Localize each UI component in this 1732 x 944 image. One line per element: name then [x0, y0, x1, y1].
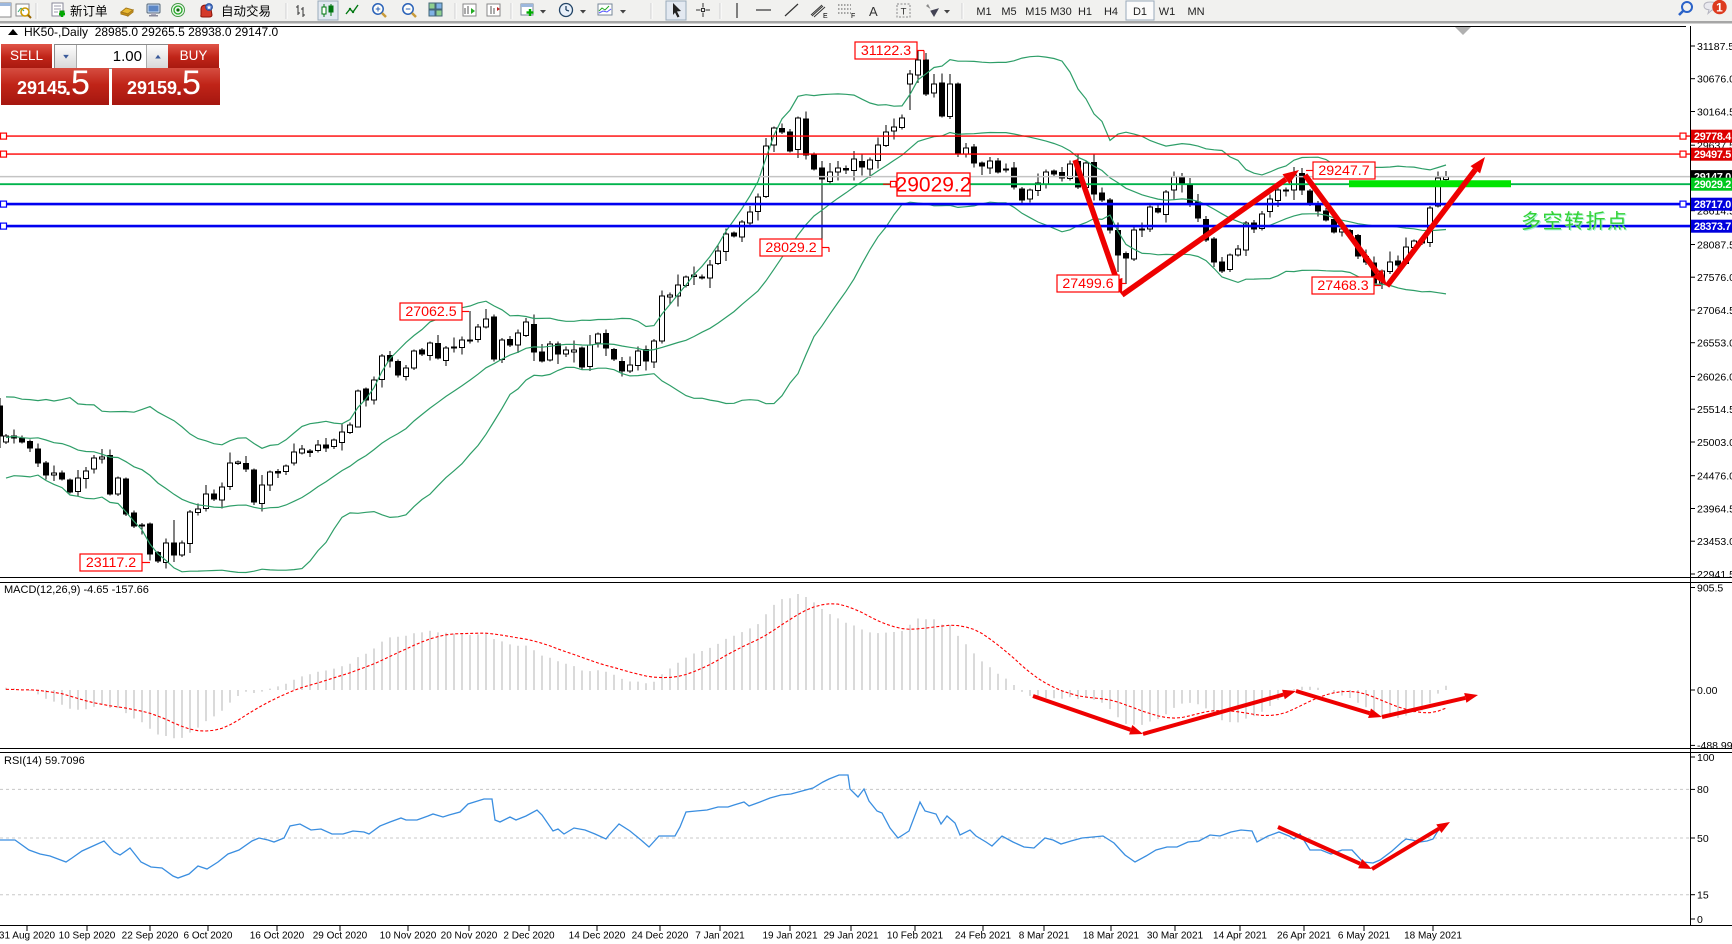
svg-text:29778.4: 29778.4 [1694, 131, 1731, 143]
svg-text:★: ★ [206, 4, 212, 12]
svg-text:MN: MN [1187, 6, 1204, 18]
svg-text:31122.3: 31122.3 [861, 43, 911, 59]
svg-text:多空转折点: 多空转折点 [1522, 211, 1630, 234]
svg-text:22941.5: 22941.5 [1697, 569, 1732, 581]
svg-text:14 Dec 2020: 14 Dec 2020 [569, 931, 626, 942]
svg-text:905.5: 905.5 [1697, 582, 1723, 594]
svg-text:多空转折点: 多空转折点 [1521, 210, 1629, 233]
svg-text:M15: M15 [1025, 6, 1046, 18]
svg-text:19 Jan 2021: 19 Jan 2021 [762, 931, 817, 942]
svg-text:8 Mar 2021: 8 Mar 2021 [1019, 931, 1070, 942]
svg-text:0.00: 0.00 [1697, 685, 1718, 697]
svg-text:100: 100 [1697, 752, 1715, 764]
svg-text:H1: H1 [1078, 6, 1092, 18]
svg-text:6 May 2021: 6 May 2021 [1338, 931, 1391, 942]
svg-text:30 Mar 2021: 30 Mar 2021 [1147, 931, 1204, 942]
svg-text:24 Feb 2021: 24 Feb 2021 [955, 931, 1012, 942]
svg-text:20 Nov 2020: 20 Nov 2020 [441, 931, 498, 942]
svg-text:23964.5: 23964.5 [1697, 503, 1732, 515]
svg-text:28373.7: 28373.7 [1694, 221, 1731, 233]
svg-text:28087.5: 28087.5 [1697, 239, 1732, 251]
svg-text:T: T [901, 7, 907, 18]
svg-text:F: F [851, 13, 855, 20]
svg-text:A: A [869, 4, 878, 19]
svg-text:6 Oct 2020: 6 Oct 2020 [184, 931, 233, 942]
svg-text:自动交易: 自动交易 [221, 4, 271, 19]
svg-text:23453.0: 23453.0 [1697, 536, 1732, 548]
svg-text:29029.2: 29029.2 [896, 174, 972, 197]
svg-text:24476.0: 24476.0 [1697, 471, 1732, 483]
svg-text:15: 15 [1697, 890, 1709, 902]
svg-text:10 Sep 2020: 10 Sep 2020 [59, 931, 116, 942]
svg-text:26026.0: 26026.0 [1697, 371, 1732, 383]
svg-text:新订单: 新订单 [70, 4, 108, 19]
svg-text:31 Aug 2020: 31 Aug 2020 [0, 931, 56, 942]
svg-text:1: 1 [1716, 1, 1723, 15]
svg-text:27468.3: 27468.3 [1317, 278, 1368, 294]
svg-text:2 Dec 2020: 2 Dec 2020 [503, 931, 555, 942]
svg-text:25514.5: 25514.5 [1697, 404, 1732, 416]
svg-text:10 Feb 2021: 10 Feb 2021 [887, 931, 944, 942]
svg-text:22 Sep 2020: 22 Sep 2020 [122, 931, 179, 942]
svg-text:23117.2: 23117.2 [86, 555, 136, 571]
svg-text:27499.6: 27499.6 [1062, 276, 1113, 292]
svg-text:18 May 2021: 18 May 2021 [1404, 931, 1462, 942]
svg-text:29029.2: 29029.2 [1694, 179, 1731, 191]
svg-text:26553.0: 26553.0 [1697, 338, 1732, 350]
svg-text:24 Dec 2020: 24 Dec 2020 [632, 931, 689, 942]
svg-text:18 Mar 2021: 18 Mar 2021 [1083, 931, 1140, 942]
svg-text:31187.5: 31187.5 [1697, 41, 1732, 53]
svg-text:26 Apr 2021: 26 Apr 2021 [1277, 931, 1331, 942]
svg-text:80: 80 [1697, 784, 1709, 796]
svg-text:28029.2: 28029.2 [765, 240, 816, 256]
svg-text:−: − [405, 4, 410, 14]
svg-text:M1: M1 [976, 6, 991, 18]
svg-text:+: + [375, 4, 380, 14]
svg-text:E: E [823, 13, 828, 20]
svg-text:W1: W1 [1159, 6, 1176, 18]
svg-text:14 Apr 2021: 14 Apr 2021 [1213, 931, 1267, 942]
svg-text:M5: M5 [1001, 6, 1016, 18]
svg-text:HK50-,Daily 28985.0 29265.5 2: HK50-,Daily 28985.0 29265.5 28938.0 2914… [24, 25, 279, 39]
svg-text:29 Oct 2020: 29 Oct 2020 [313, 931, 368, 942]
svg-text:10 Nov 2020: 10 Nov 2020 [380, 931, 437, 942]
svg-text:7 Jan 2021: 7 Jan 2021 [695, 931, 745, 942]
svg-text:MACD(12,26,9) -4.65 -157.66: MACD(12,26,9) -4.65 -157.66 [4, 584, 149, 596]
svg-text:-488.99: -488.99 [1697, 740, 1732, 752]
svg-text:D1: D1 [1133, 6, 1147, 18]
svg-text:25003.0: 25003.0 [1697, 437, 1732, 449]
svg-text:H4: H4 [1104, 6, 1118, 18]
svg-text:27062.5: 27062.5 [405, 304, 456, 320]
svg-text:29 Jan 2021: 29 Jan 2021 [823, 931, 878, 942]
svg-text:50: 50 [1697, 833, 1709, 845]
svg-text:30676.0: 30676.0 [1697, 74, 1732, 86]
svg-text:27064.5: 27064.5 [1697, 305, 1732, 317]
svg-text:29247.7: 29247.7 [1318, 163, 1369, 179]
svg-text:30164.5: 30164.5 [1697, 106, 1732, 118]
svg-text:29497.5: 29497.5 [1694, 149, 1731, 161]
svg-text:28717.0: 28717.0 [1694, 199, 1731, 211]
svg-text:RSI(14) 59.7096: RSI(14) 59.7096 [4, 755, 85, 767]
svg-text:0: 0 [1697, 914, 1703, 926]
svg-text:M30: M30 [1050, 6, 1071, 18]
svg-text:27576.0: 27576.0 [1697, 272, 1732, 284]
svg-text:16 Oct 2020: 16 Oct 2020 [250, 931, 305, 942]
